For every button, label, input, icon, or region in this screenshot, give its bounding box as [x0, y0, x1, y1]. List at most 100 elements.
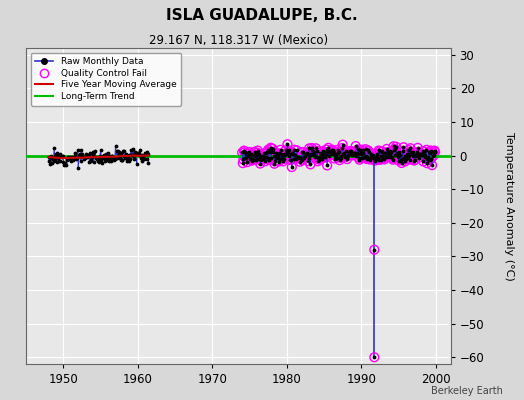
Point: [291, 154, 300, 160]
Point: [409, 152, 417, 159]
Point: [291, 154, 300, 160]
Point: [368, 153, 376, 160]
Point: [90, 148, 99, 155]
Point: [422, 146, 431, 153]
Point: [389, 156, 397, 163]
Point: [331, 152, 340, 159]
Point: [305, 145, 313, 152]
Point: [297, 155, 305, 162]
Point: [85, 159, 94, 165]
Point: [412, 152, 420, 158]
Point: [127, 152, 136, 158]
Point: [350, 150, 358, 156]
Point: [336, 154, 344, 160]
Point: [267, 155, 276, 161]
Point: [337, 152, 346, 159]
Legend: Raw Monthly Data, Quality Control Fail, Five Year Moving Average, Long-Term Tren: Raw Monthly Data, Quality Control Fail, …: [31, 52, 181, 106]
Point: [412, 149, 421, 156]
Point: [387, 149, 395, 155]
Point: [250, 149, 259, 155]
Point: [387, 149, 395, 155]
Point: [322, 146, 331, 153]
Point: [424, 154, 432, 160]
Point: [123, 154, 131, 160]
Point: [304, 154, 313, 161]
Point: [241, 149, 249, 156]
Point: [289, 150, 297, 157]
Point: [65, 156, 73, 162]
Point: [50, 157, 59, 163]
Point: [254, 147, 262, 154]
Point: [274, 151, 282, 158]
Point: [415, 154, 423, 161]
Point: [413, 145, 422, 151]
Point: [394, 154, 402, 160]
Point: [412, 152, 420, 158]
Point: [113, 148, 121, 154]
Point: [261, 150, 270, 156]
Point: [389, 143, 398, 150]
Point: [241, 154, 249, 161]
Point: [133, 150, 141, 156]
Point: [430, 152, 438, 158]
Point: [355, 156, 364, 163]
Point: [278, 155, 286, 161]
Point: [424, 154, 432, 160]
Point: [285, 153, 293, 159]
Point: [264, 155, 272, 162]
Point: [350, 150, 358, 157]
Point: [313, 148, 321, 154]
Point: [52, 151, 60, 158]
Point: [247, 153, 256, 160]
Point: [56, 158, 64, 164]
Point: [300, 155, 309, 162]
Point: [391, 152, 400, 159]
Point: [347, 148, 356, 154]
Point: [264, 146, 272, 153]
Point: [399, 148, 407, 154]
Point: [429, 149, 437, 155]
Point: [318, 156, 326, 162]
Y-axis label: Temperature Anomaly (°C): Temperature Anomaly (°C): [504, 132, 514, 280]
Point: [406, 156, 414, 163]
Point: [319, 154, 328, 160]
Point: [63, 154, 72, 161]
Point: [397, 157, 405, 164]
Point: [279, 151, 288, 158]
Point: [341, 154, 350, 160]
Point: [276, 156, 284, 162]
Point: [336, 154, 344, 160]
Point: [267, 144, 275, 151]
Point: [254, 147, 262, 154]
Point: [407, 151, 416, 157]
Point: [427, 147, 435, 154]
Point: [119, 148, 127, 154]
Point: [85, 153, 93, 159]
Point: [250, 152, 258, 158]
Point: [392, 144, 400, 150]
Point: [296, 155, 304, 161]
Point: [248, 158, 256, 164]
Point: [119, 148, 128, 154]
Point: [80, 154, 89, 160]
Point: [415, 154, 423, 161]
Point: [340, 150, 348, 156]
Point: [256, 160, 264, 167]
Point: [258, 153, 267, 160]
Point: [425, 157, 434, 164]
Point: [384, 149, 392, 155]
Point: [108, 153, 117, 160]
Point: [296, 158, 304, 165]
Point: [260, 150, 268, 157]
Point: [282, 150, 290, 157]
Point: [314, 158, 322, 164]
Point: [77, 158, 85, 164]
Point: [363, 156, 371, 162]
Point: [390, 147, 398, 154]
Point: [292, 147, 301, 154]
Point: [294, 154, 303, 160]
Point: [82, 152, 91, 159]
Point: [363, 154, 372, 160]
Point: [414, 152, 422, 158]
Point: [266, 149, 274, 155]
